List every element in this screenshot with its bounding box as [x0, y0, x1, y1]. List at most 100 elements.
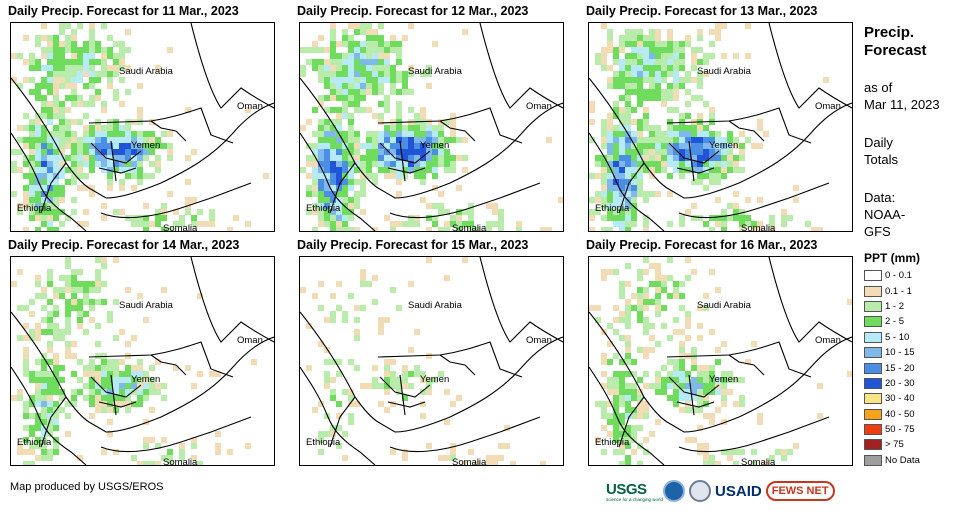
place-label-yemen: Yemen: [131, 374, 161, 385]
precip-raster: [300, 257, 546, 465]
border-line: [329, 396, 356, 448]
panel-title: Daily Precip. Forecast for 14 Mar., 2023: [8, 238, 240, 252]
legend-swatch: [864, 285, 882, 297]
border-line: [589, 77, 852, 199]
border-line: [90, 140, 142, 182]
forecast-panel: Daily Precip. Forecast for 12 Mar., 2023…: [297, 4, 564, 236]
legend-swatch: [864, 439, 882, 451]
border-line: [618, 396, 645, 448]
border-line: [768, 257, 852, 343]
forecast-panel: Daily Precip. Forecast for 14 Mar., 2023…: [8, 238, 275, 470]
border-line: [90, 374, 142, 416]
panel-title: Daily Precip. Forecast for 16 Mar., 2023: [586, 238, 818, 252]
agency-seal-icon: [689, 480, 712, 502]
precip-raster: [589, 257, 852, 465]
map-credit: Map produced by USGS/EROS: [10, 481, 164, 493]
border-line: [589, 366, 665, 465]
border-line: [88, 341, 234, 378]
place-label-oman: Oman: [526, 335, 552, 346]
place-label-oman: Oman: [526, 101, 552, 112]
border-line: [300, 366, 376, 465]
legend-item: 50 - 75: [864, 422, 920, 437]
border-line: [439, 354, 476, 376]
border-line: [300, 311, 563, 433]
place-label-saudi: Saudi Arabia: [119, 66, 173, 77]
border-line: [88, 107, 234, 144]
fews-net-logo: FEWS NET: [765, 481, 835, 501]
place-label-saudi: Saudi Arabia: [408, 66, 462, 77]
border-line: [439, 120, 476, 142]
place-label-saudi: Saudi Arabia: [408, 300, 462, 311]
place-label-somalia: Somalia: [163, 457, 198, 466]
place-label-somalia: Somalia: [452, 223, 487, 232]
border-line: [589, 311, 852, 433]
place-label-ethiopia: Ethiopia: [17, 203, 52, 214]
border-line: [666, 341, 812, 378]
precip-raster: [11, 23, 269, 231]
place-label-yemen: Yemen: [420, 140, 450, 151]
legend-item: 30 - 40: [864, 391, 920, 406]
place-label-ethiopia: Ethiopia: [17, 437, 52, 448]
precip-map: Saudi Arabia Oman Yemen Ethiopia Somalia: [588, 22, 853, 232]
place-label-somalia: Somalia: [163, 223, 198, 232]
border-line: [379, 374, 431, 416]
legend-heading: Precip. Forecast: [864, 24, 927, 59]
logo-strip: USGS science for a changing world USAID …: [606, 478, 835, 504]
forecast-panel: Daily Precip. Forecast for 15 Mar., 2023…: [297, 238, 564, 470]
forecast-panel: Daily Precip. Forecast for 13 Mar., 2023…: [586, 4, 853, 236]
legend-label: 40 - 50: [885, 408, 915, 420]
place-label-oman: Oman: [237, 335, 263, 346]
legend-label: 1 - 2: [885, 300, 905, 312]
precip-map: Saudi Arabia Oman Yemen Ethiopia Somalia: [588, 256, 853, 466]
legend-swatch: [864, 347, 882, 359]
panel-title: Daily Precip. Forecast for 11 Mar., 2023: [8, 4, 239, 18]
border-line: [377, 107, 523, 144]
place-label-saudi: Saudi Arabia: [119, 300, 173, 311]
border-line: [768, 23, 852, 109]
legend-swatch: [864, 270, 882, 282]
border-line: [728, 354, 765, 376]
border-line: [329, 162, 356, 214]
border-line: [11, 132, 87, 231]
place-label-ethiopia: Ethiopia: [306, 203, 341, 214]
legend-swatch: [864, 377, 882, 389]
border-line: [150, 120, 187, 142]
place-label-ethiopia: Ethiopia: [595, 437, 630, 448]
legend-swatch: [864, 316, 882, 328]
border-line: [100, 416, 252, 453]
border-line: [377, 341, 523, 378]
border-line: [40, 396, 67, 448]
legend-label: 10 - 15: [885, 347, 915, 359]
border-line: [479, 23, 563, 109]
place-label-saudi: Saudi Arabia: [697, 300, 751, 311]
border-line: [100, 182, 252, 219]
border-line: [728, 120, 765, 142]
legend-label: 0.1 - 1: [885, 285, 912, 297]
legend-swatch: [864, 300, 882, 312]
border-line: [668, 374, 720, 416]
place-label-yemen: Yemen: [131, 140, 161, 151]
place-label-ethiopia: Ethiopia: [595, 203, 630, 214]
legend-item: 5 - 10: [864, 330, 920, 345]
legend-item: 0.1 - 1: [864, 283, 920, 298]
legend-swatch: [864, 454, 882, 466]
legend-label: > 75: [885, 439, 904, 451]
place-label-yemen: Yemen: [420, 374, 450, 385]
daily-totals-note: Daily Totals: [864, 135, 898, 167]
usgs-logo: USGS science for a changing world: [606, 480, 664, 502]
legend-label: 20 - 30: [885, 377, 915, 389]
place-label-saudi: Saudi Arabia: [697, 66, 751, 77]
legend-label: 2 - 5: [885, 316, 905, 328]
legend-label: 5 - 10: [885, 331, 910, 343]
border-line: [379, 140, 431, 182]
panel-title: Daily Precip. Forecast for 13 Mar., 2023: [586, 4, 818, 18]
precip-raster: [589, 23, 829, 231]
place-label-oman: Oman: [237, 101, 263, 112]
border-line: [666, 107, 812, 144]
usaid-logo: USAID: [715, 482, 762, 500]
legend-label: 0 - 0.1: [885, 270, 912, 282]
precip-map: Saudi Arabia Oman Yemen Ethiopia Somalia: [299, 256, 564, 466]
border-line: [479, 257, 563, 343]
legend-item: 15 - 20: [864, 360, 920, 375]
legend-label: 30 - 40: [885, 393, 915, 405]
